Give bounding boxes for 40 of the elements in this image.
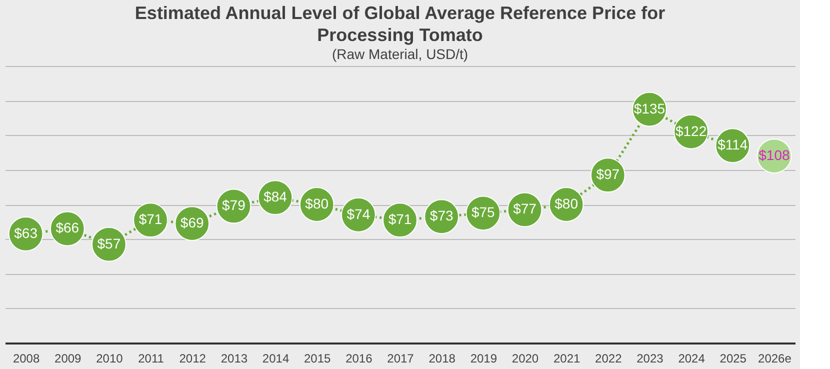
x-tick-label: 2017 (387, 352, 414, 366)
data-label: $66 (56, 220, 80, 236)
x-tick-label: 2024 (678, 352, 706, 366)
x-tick-label: 2025 (720, 352, 747, 366)
x-tick-label: 2020 (512, 352, 539, 366)
data-label: $114 (718, 136, 748, 153)
x-tick-label: 2009 (54, 352, 82, 366)
x-tick-label: 2015 (304, 352, 332, 366)
data-label: $80 (305, 196, 329, 212)
x-tick-label: 2023 (636, 352, 664, 366)
x-tick-label: 2014 (262, 352, 290, 366)
data-label: $71 (138, 211, 162, 228)
x-tick-label: 2013 (220, 352, 248, 366)
x-tick-label: 2012 (179, 352, 206, 366)
x-tick-label: 2018 (428, 352, 456, 366)
data-label: $79 (222, 197, 246, 214)
x-tick-label: 2019 (470, 352, 498, 366)
x-tick-label: 2011 (138, 352, 164, 366)
data-label: $74 (346, 206, 370, 222)
data-label: $77 (513, 200, 537, 217)
x-tick-label: 2010 (96, 352, 124, 366)
data-label: $69 (180, 214, 204, 231)
data-label: $71 (388, 211, 412, 228)
data-label: $57 (97, 235, 121, 252)
x-tick-label: 2022 (595, 352, 622, 366)
data-label: $97 (596, 166, 620, 182)
data-label: $73 (430, 208, 454, 224)
x-tick-label: 2026e (758, 352, 792, 366)
x-tick-label: 2021 (553, 352, 580, 366)
chart-title: Estimated Annual Level of Global Average Reference Price for Processing Tomato (134, 3, 666, 45)
data-label: $75 (471, 204, 496, 220)
chart-subtitle: (Raw Material, USD/t) (332, 46, 468, 62)
x-tick-label: 2008 (12, 352, 40, 366)
data-label: $84 (264, 188, 288, 205)
data-label: $108 (758, 147, 790, 164)
x-tick-label: 2016 (346, 352, 373, 366)
data-label: $135 (634, 100, 666, 116)
data-label: $80 (554, 196, 578, 212)
data-label: $122 (675, 122, 707, 139)
data-label: $63 (14, 224, 38, 241)
